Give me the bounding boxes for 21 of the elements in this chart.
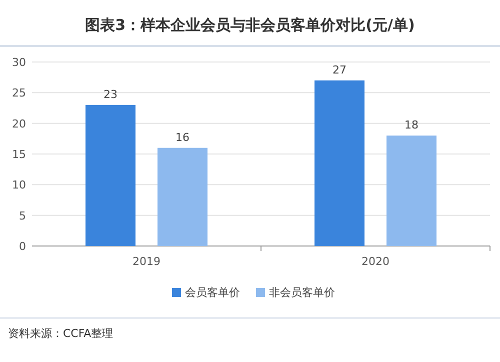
y-tick-label: 15: [12, 148, 26, 161]
y-tick-label: 30: [12, 56, 26, 69]
text: 资料来源：CCFA整理: [8, 327, 114, 340]
legend-label: 非会员客单价: [269, 286, 335, 299]
x-tick-label: 2019: [132, 255, 160, 268]
x-tick-label: 2020: [362, 255, 390, 268]
y-tick-label: 20: [12, 117, 26, 130]
y-tick-label: 10: [12, 178, 26, 192]
bar: [386, 136, 436, 246]
y-tick-label: 5: [19, 209, 26, 222]
data-label: 23: [104, 88, 118, 101]
data-label: 16: [176, 130, 190, 144]
legend-label: 会员客单价: [185, 286, 240, 299]
data-label: 18: [404, 118, 418, 132]
bar: [158, 148, 208, 246]
bar: [86, 104, 136, 246]
y-tick-label: 25: [12, 86, 26, 100]
chart-title: 图表3：样本企业会员与非会员客单价对比(元/单): [85, 16, 415, 34]
y-tick-label: 0: [19, 240, 26, 253]
bar: [314, 80, 364, 246]
data-label: 27: [332, 63, 346, 76]
